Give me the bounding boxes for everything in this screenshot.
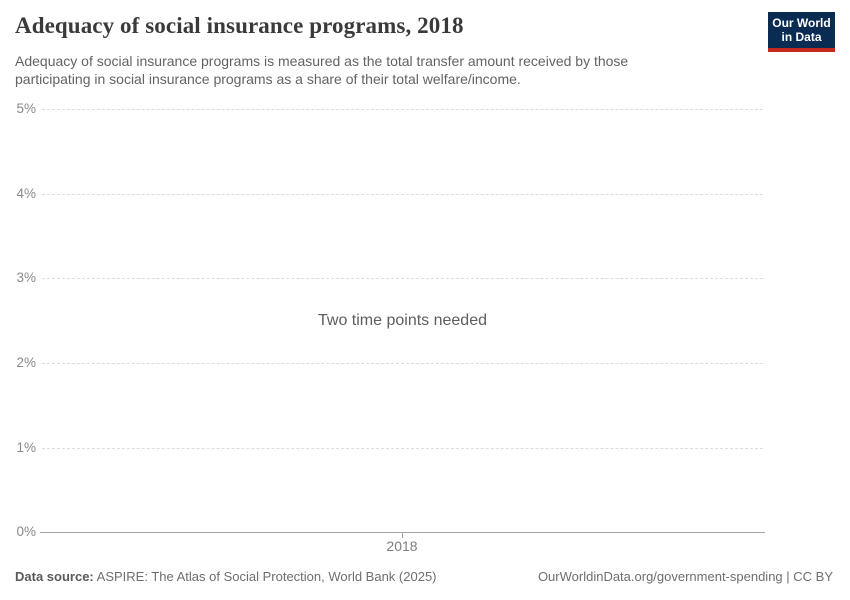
x-axis-tick-2018 (402, 533, 403, 538)
page-title: Adequacy of social insurance programs, 2… (15, 13, 464, 38)
owid-logo-line2: in Data (781, 30, 822, 44)
x-axis-line (40, 532, 765, 533)
y-axis-tick-label-4: 4% (16, 186, 36, 201)
gridline-1pct (42, 448, 763, 449)
owid-logo-line1: Our World (772, 16, 831, 30)
data-source-value: ASPIRE: The Atlas of Social Protection, … (93, 569, 437, 584)
data-source: Data source: ASPIRE: The Atlas of Social… (15, 569, 437, 584)
y-axis-tick-label-3: 3% (16, 270, 36, 285)
data-source-label: Data source: (15, 569, 94, 584)
gridline-5pct (42, 109, 763, 110)
empty-state-message: Two time points needed (318, 312, 487, 329)
chart-footer: Data source: ASPIRE: The Atlas of Social… (15, 569, 833, 584)
chart-subtitle: Adequacy of social insurance programs is… (15, 53, 629, 87)
y-axis-tick-label-1: 1% (16, 440, 36, 455)
y-axis-tick-label-0: 0% (16, 524, 36, 539)
attribution-link[interactable]: OurWorldinData.org/government-spending |… (537, 569, 833, 584)
x-axis-tick-label-2018: 2018 (386, 538, 418, 554)
gridline-3pct (42, 278, 763, 279)
gridline-2pct (42, 363, 763, 364)
y-axis-tick-label-5: 5% (16, 101, 36, 116)
gridline-4pct (42, 194, 763, 195)
owid-logo: Our World in Data (768, 12, 835, 52)
y-axis-tick-label-2: 2% (16, 355, 36, 370)
